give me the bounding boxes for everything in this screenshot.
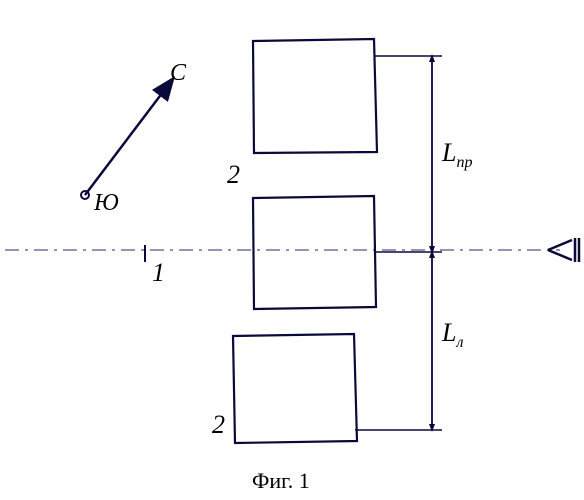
box-label-lower: 2	[212, 410, 225, 440]
dim-label-lpr: Lпр	[442, 138, 472, 172]
box-bottom	[233, 334, 357, 443]
figure-caption: Фиг. 1	[252, 468, 310, 494]
box-label-upper: 2	[227, 160, 240, 190]
inflow-arrow	[548, 238, 579, 262]
dim-label-ll: Lл	[442, 318, 463, 352]
dim-label-lpr-text: L	[442, 138, 456, 167]
compass-arrow	[85, 80, 172, 195]
box-top	[253, 39, 377, 153]
axis-label-1: 1	[152, 258, 165, 288]
diagram-svg	[0, 0, 584, 500]
compass-label-north: С	[170, 60, 186, 87]
box-middle	[253, 196, 376, 309]
dim-label-ll-text: L	[442, 318, 456, 347]
compass-label-south: Ю	[94, 190, 119, 217]
figure-canvas: С Ю 1 2 2 Lпр Lл Фиг. 1	[0, 0, 584, 500]
